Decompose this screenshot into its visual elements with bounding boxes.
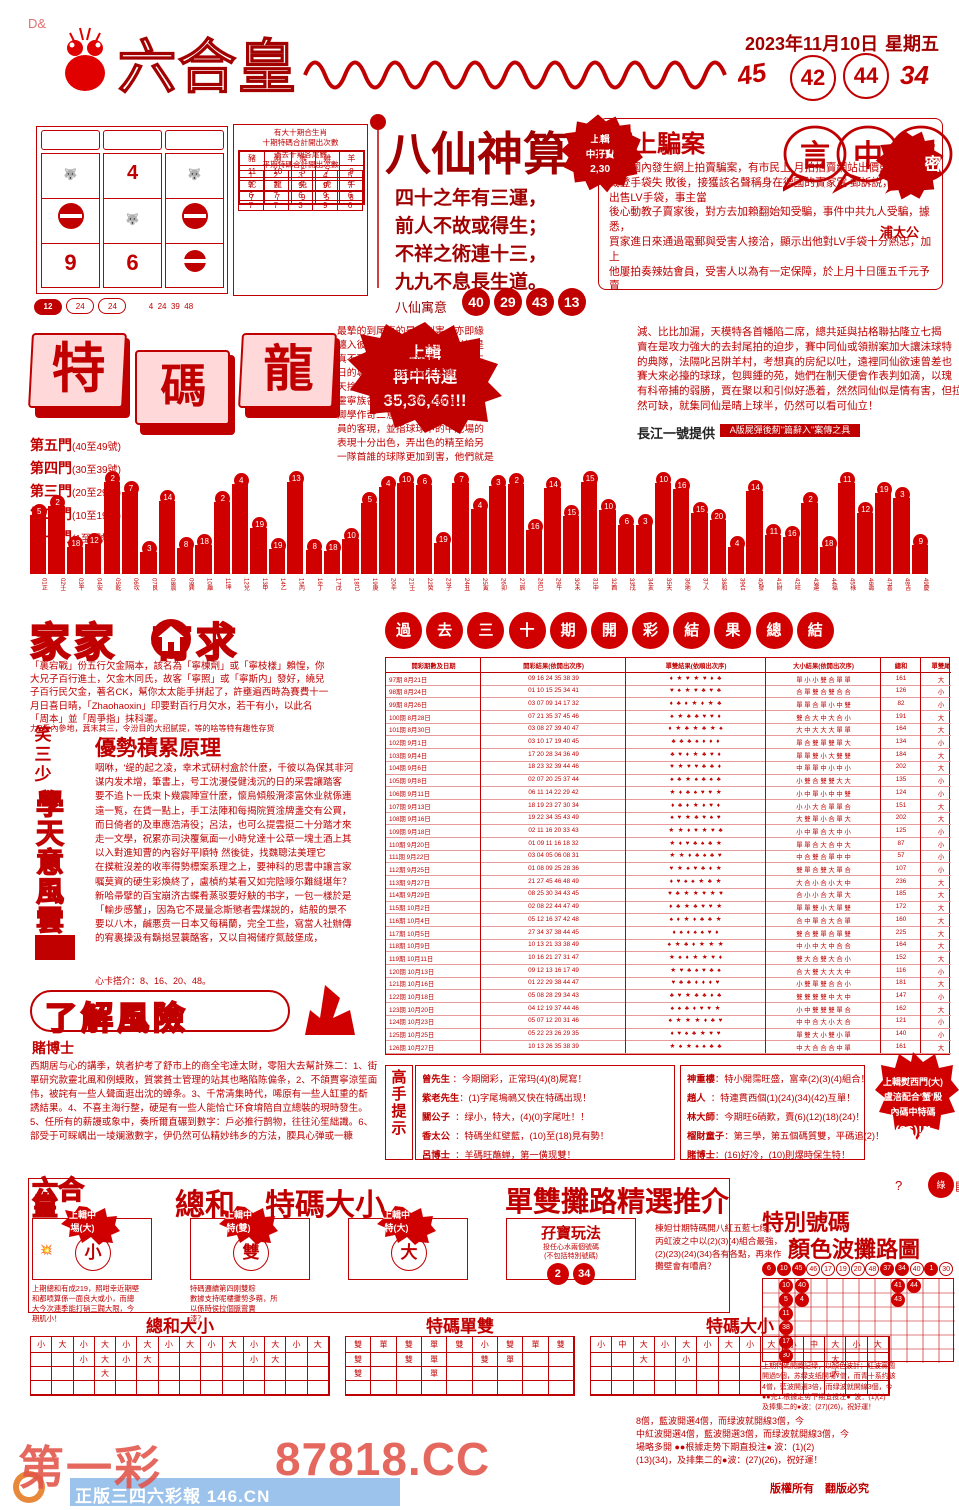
svg-text:盧涪配合'蟹'殷: 盧涪配合'蟹'殷 [884, 1091, 943, 1102]
svg-text:內碼中特碼: 內碼中特碼 [890, 1106, 935, 1117]
svg-text:密: 密 [925, 154, 942, 174]
svg-text:言: 言 [800, 140, 830, 173]
svg-text:中: 中 [853, 140, 883, 173]
svg-text:上輯熨西門(大): 上輯熨西門(大) [883, 1076, 943, 1087]
svg-text:(36)!!!: (36)!!! [895, 1123, 931, 1138]
